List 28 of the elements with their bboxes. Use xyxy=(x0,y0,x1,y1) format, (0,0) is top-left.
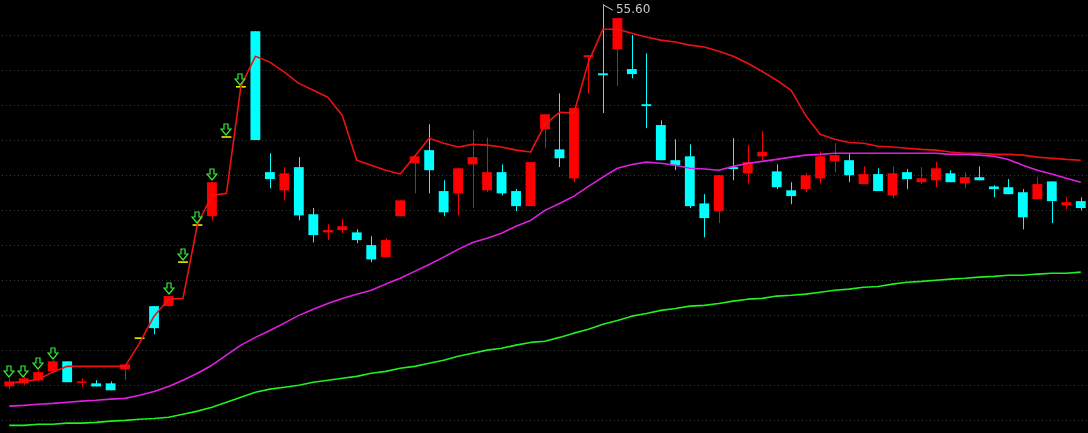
candlestick xyxy=(887,165,898,199)
candlestick xyxy=(424,123,435,194)
candlestick xyxy=(800,172,811,193)
candlestick xyxy=(308,207,319,243)
candlestick xyxy=(438,179,449,217)
annotation: 55.60 xyxy=(615,2,651,17)
candlestick xyxy=(902,168,912,190)
candlestick xyxy=(467,129,478,209)
candlestick xyxy=(366,235,377,263)
candlestick xyxy=(482,136,492,193)
candlestick xyxy=(931,161,941,188)
candlestick xyxy=(496,163,507,196)
candlestick xyxy=(815,150,826,184)
candlestick xyxy=(757,130,768,161)
candlestick xyxy=(670,138,681,171)
candlestick xyxy=(626,34,637,79)
candlestick xyxy=(264,152,275,189)
candlestick xyxy=(554,92,565,168)
candlestick xyxy=(771,163,782,190)
candlestick xyxy=(511,188,521,212)
candlestick xyxy=(844,152,854,183)
candlestick xyxy=(786,181,797,205)
candlestick xyxy=(598,3,608,114)
candlestick xyxy=(279,166,290,201)
candlestick xyxy=(699,193,710,238)
candlestick xyxy=(829,142,840,173)
candlestick xyxy=(1046,180,1057,224)
candlestick xyxy=(641,52,652,129)
